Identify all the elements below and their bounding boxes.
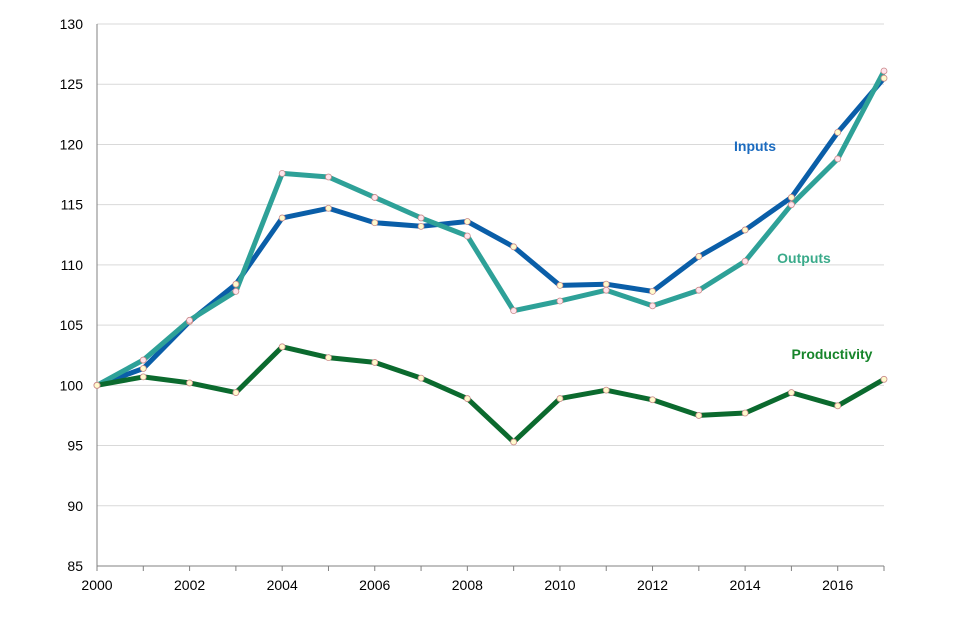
grid-lines — [97, 23, 884, 507]
data-point-productivity-2002 — [186, 379, 193, 387]
y-tick-label-95: 95 — [67, 438, 83, 454]
data-point-outputs-2012 — [649, 302, 656, 310]
data-point-inputs-2012 — [649, 287, 656, 295]
series-line-outputs — [94, 68, 887, 388]
data-point-inputs-2011 — [602, 280, 610, 288]
data-point-inputs-2016 — [834, 128, 842, 136]
data-point-outputs-2014 — [741, 257, 749, 265]
data-point-inputs-2008 — [463, 218, 471, 225]
data-point-outputs-2004 — [278, 169, 286, 177]
data-point-productivity-2003 — [232, 389, 240, 396]
data-point-inputs-2001 — [139, 365, 147, 372]
data-point-productivity-2017 — [880, 375, 888, 383]
data-point-productivity-2010 — [556, 395, 564, 402]
data-markers — [93, 67, 888, 446]
data-point-productivity-2015 — [788, 389, 795, 396]
data-point-productivity-2005 — [325, 354, 332, 362]
data-point-inputs-2014 — [741, 226, 749, 234]
data-point-inputs-2005 — [325, 204, 332, 212]
x-tick-label-2008: 2008 — [452, 577, 483, 593]
data-point-productivity-2013 — [695, 412, 703, 419]
x-tick-label-2010: 2010 — [544, 577, 575, 593]
data-point-productivity-2011 — [602, 386, 610, 394]
y-tick-label-125: 125 — [60, 76, 84, 92]
data-point-outputs-2013 — [695, 286, 703, 294]
data-point-inputs-2007 — [417, 222, 425, 230]
data-point-productivity-2016 — [834, 402, 842, 410]
data-point-outputs-2008 — [463, 232, 471, 240]
y-tick-label-120: 120 — [60, 136, 84, 152]
data-point-productivity-2014 — [741, 409, 749, 417]
series-label-inputs: Inputs — [734, 138, 776, 154]
series-label-outputs: Outputs — [777, 250, 831, 266]
data-point-inputs-2015 — [788, 194, 795, 201]
data-point-productivity-2008 — [463, 395, 471, 402]
series-label-productivity: Productivity — [792, 346, 873, 362]
series-labels: Inputs Outputs Productivity — [734, 138, 873, 362]
data-point-productivity-2006 — [371, 359, 379, 366]
data-point-inputs-2003 — [232, 280, 240, 288]
x-tick-label-2002: 2002 — [174, 577, 205, 593]
data-point-productivity-2012 — [649, 396, 656, 404]
data-point-inputs-2010 — [556, 281, 564, 289]
data-point-outputs-2007 — [417, 214, 425, 222]
data-point-outputs-2002 — [186, 316, 193, 324]
data-point-outputs-2001 — [139, 356, 147, 364]
data-point-outputs-2006 — [371, 194, 379, 201]
y-tick-label-100: 100 — [60, 377, 84, 393]
data-point-productivity-2007 — [417, 374, 425, 382]
data-point-inputs-2009 — [510, 243, 518, 251]
y-tick-label-90: 90 — [67, 498, 83, 514]
data-point-outputs-2003 — [232, 287, 240, 295]
data-point-outputs-2009 — [510, 307, 518, 315]
y-tick-label-105: 105 — [60, 317, 84, 333]
data-point-productivity-2000 — [93, 381, 101, 389]
data-point-productivity-2009 — [510, 438, 518, 446]
x-tick-label-2000: 2000 — [81, 577, 112, 593]
y-tick-label-110: 110 — [61, 257, 84, 273]
y-tick-label-130: 130 — [60, 16, 84, 32]
data-point-outputs-2015 — [788, 201, 795, 209]
data-point-inputs-2006 — [371, 219, 379, 227]
axes: 85 90 95 100 105 110 115 120 125 130 2000 2002 2004 2… — [60, 16, 885, 593]
y-tick-label-115: 115 — [61, 197, 84, 213]
data-point-inputs-2004 — [278, 214, 286, 222]
x-tick-label-2012: 2012 — [637, 577, 668, 593]
x-tick-label-2014: 2014 — [730, 577, 761, 593]
x-tick-label-2006: 2006 — [359, 577, 390, 593]
data-point-productivity-2004 — [278, 343, 286, 351]
series-lines — [94, 68, 887, 445]
series-line-inputs — [94, 75, 887, 388]
data-point-inputs-2013 — [695, 253, 703, 260]
data-point-outputs-2011 — [602, 286, 610, 294]
data-point-productivity-2001 — [139, 373, 147, 381]
x-tick-label-2004: 2004 — [267, 577, 298, 593]
data-point-outputs-2005 — [325, 173, 332, 181]
series-line-productivity — [94, 344, 887, 445]
data-point-outputs-2017 — [880, 67, 888, 75]
data-point-inputs-2017 — [880, 74, 888, 82]
x-tick-label-2016: 2016 — [822, 577, 853, 593]
data-point-outputs-2016 — [834, 155, 842, 163]
data-point-outputs-2010 — [556, 297, 564, 305]
y-tick-label-85: 85 — [67, 558, 83, 574]
